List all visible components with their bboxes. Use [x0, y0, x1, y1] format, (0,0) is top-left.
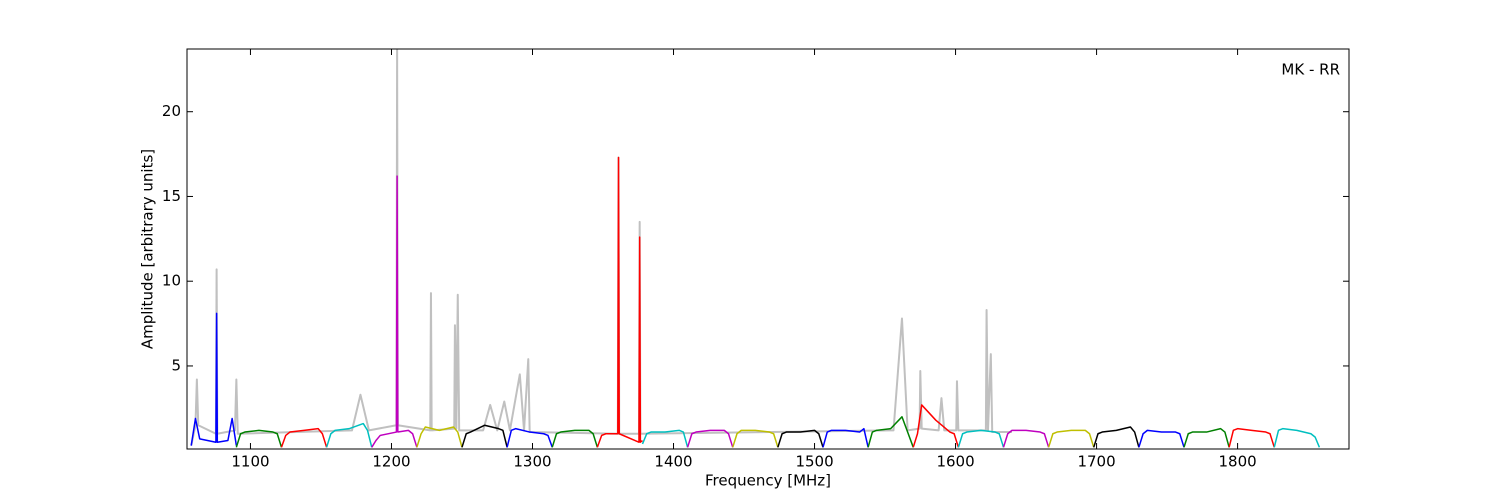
x-tick-label: 1600	[936, 453, 974, 471]
series-line	[280, 427, 328, 448]
series-line	[461, 424, 508, 448]
series-line	[1228, 427, 1275, 448]
series-line	[641, 429, 689, 448]
x-tick-label: 1300	[513, 453, 551, 471]
series-line	[1273, 427, 1321, 448]
x-axis-label: Frequency [MHz]	[705, 472, 831, 490]
x-tick-label: 1100	[231, 453, 269, 471]
y-tick-label: 5	[171, 356, 181, 374]
x-tick-label: 1700	[1077, 453, 1115, 471]
x-tick-label: 1400	[654, 453, 692, 471]
axes-frame	[186, 48, 1350, 450]
y-tick-label: 20	[162, 102, 181, 120]
series-line	[957, 429, 1005, 448]
series-line	[1002, 429, 1050, 448]
series-line	[506, 427, 553, 448]
x-tick-label: 1200	[372, 453, 410, 471]
plot-area	[190, 49, 1321, 448]
series-line	[822, 427, 869, 448]
series-line	[235, 429, 283, 448]
series-line	[912, 404, 960, 448]
x-tick-label: 1500	[795, 453, 833, 471]
x-tick-label: 1800	[1219, 453, 1257, 471]
series-line	[551, 429, 599, 448]
series-line	[777, 429, 824, 448]
series-line	[190, 312, 238, 446]
series-line	[1138, 429, 1185, 448]
series-line	[867, 416, 914, 448]
y-axis-label: Amplitude [arbitrary units]	[139, 149, 157, 349]
series-line	[596, 156, 643, 448]
series-line	[325, 422, 373, 448]
series-line	[732, 429, 779, 448]
series-line	[686, 429, 734, 448]
series-line	[416, 426, 463, 448]
series-line	[1047, 429, 1095, 448]
series-line	[1093, 426, 1140, 448]
series-line	[371, 175, 418, 448]
y-tick-label: 10	[162, 272, 181, 290]
y-tick-label: 15	[162, 187, 181, 205]
annotation: MK - RR	[1281, 61, 1340, 79]
series-line	[1183, 427, 1230, 448]
